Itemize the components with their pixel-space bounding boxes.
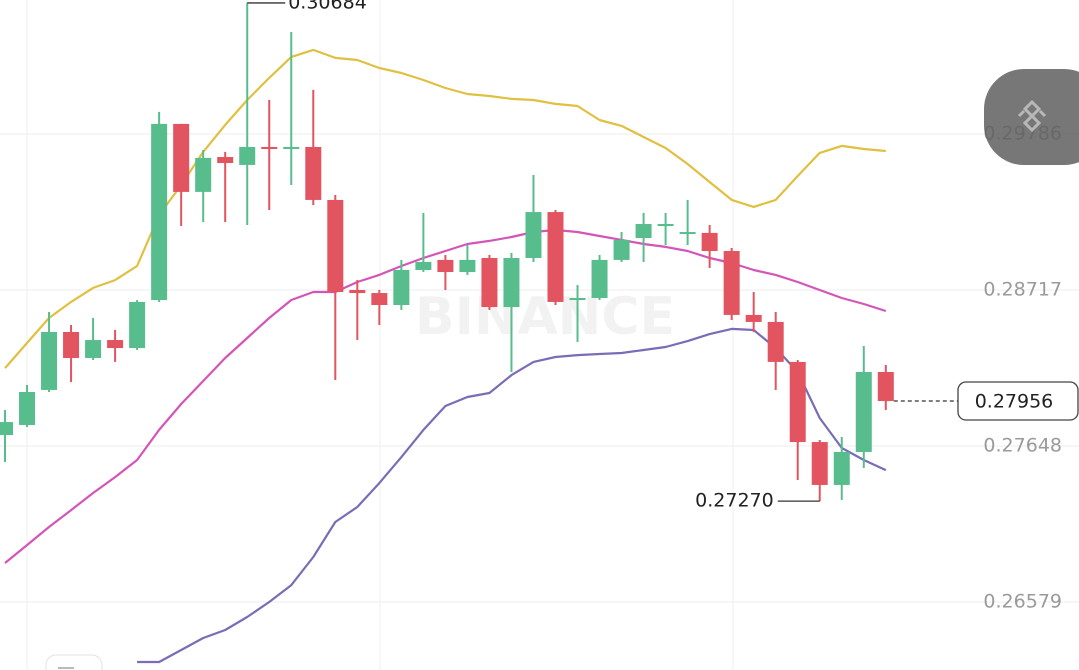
candle-body xyxy=(173,123,190,192)
candle-body xyxy=(217,157,234,164)
candle-body xyxy=(789,361,806,443)
candle-body xyxy=(679,232,696,235)
candle-body xyxy=(657,224,674,227)
candle-body xyxy=(415,261,432,270)
candle-body xyxy=(833,451,850,485)
indicator-lines xyxy=(4,48,887,664)
candle-body xyxy=(437,259,454,273)
candle-body xyxy=(19,391,36,425)
high-annotation: 0.30684 xyxy=(288,0,367,13)
y-tick-label: 0.27648 xyxy=(983,434,1062,456)
candle-body xyxy=(635,224,652,239)
candle-body xyxy=(305,146,322,200)
candle-body xyxy=(261,146,278,150)
candle-body xyxy=(129,301,146,349)
last-price-label: 0.27956 xyxy=(975,391,1054,413)
watermark: BINANCE xyxy=(415,287,675,347)
candle-body xyxy=(195,157,212,192)
toolbar-button[interactable] xyxy=(45,654,103,670)
last-price-box xyxy=(957,381,1079,421)
candle-body xyxy=(41,332,58,390)
candle-body xyxy=(0,422,13,436)
candle-body xyxy=(393,269,410,306)
logo-button[interactable] xyxy=(984,69,1079,165)
candle-body xyxy=(767,321,784,362)
candle-body xyxy=(459,259,476,273)
candle-body xyxy=(877,371,894,402)
candle-body xyxy=(283,146,300,150)
candle-body xyxy=(745,314,762,322)
candle-body xyxy=(591,259,608,299)
candle-body xyxy=(349,289,366,294)
candle-body xyxy=(481,258,498,308)
y-tick-label: 0.28717 xyxy=(983,278,1062,300)
candles xyxy=(0,2,894,502)
candle-body xyxy=(151,123,168,301)
candle-body xyxy=(855,371,872,452)
candle-body xyxy=(569,298,586,301)
candle-body xyxy=(701,232,718,252)
candle-body xyxy=(239,146,256,165)
candle-body xyxy=(63,332,80,358)
candle-body xyxy=(613,239,630,260)
candle-body xyxy=(503,258,520,308)
logo-icon xyxy=(1017,99,1047,133)
candle-body xyxy=(525,212,542,259)
candle-body xyxy=(371,293,388,306)
candle-body xyxy=(85,340,102,358)
candle-body xyxy=(723,251,740,315)
low-annotation: 0.27270 xyxy=(695,490,774,512)
candle-body xyxy=(811,442,828,485)
candle-body xyxy=(547,212,564,302)
candle-body xyxy=(107,340,124,349)
annotations: 0.30684 0.27270 0.27956 xyxy=(247,0,1079,512)
y-tick-label: 0.26579 xyxy=(983,590,1062,612)
indicator-line xyxy=(137,327,887,664)
candle-body xyxy=(327,199,344,293)
